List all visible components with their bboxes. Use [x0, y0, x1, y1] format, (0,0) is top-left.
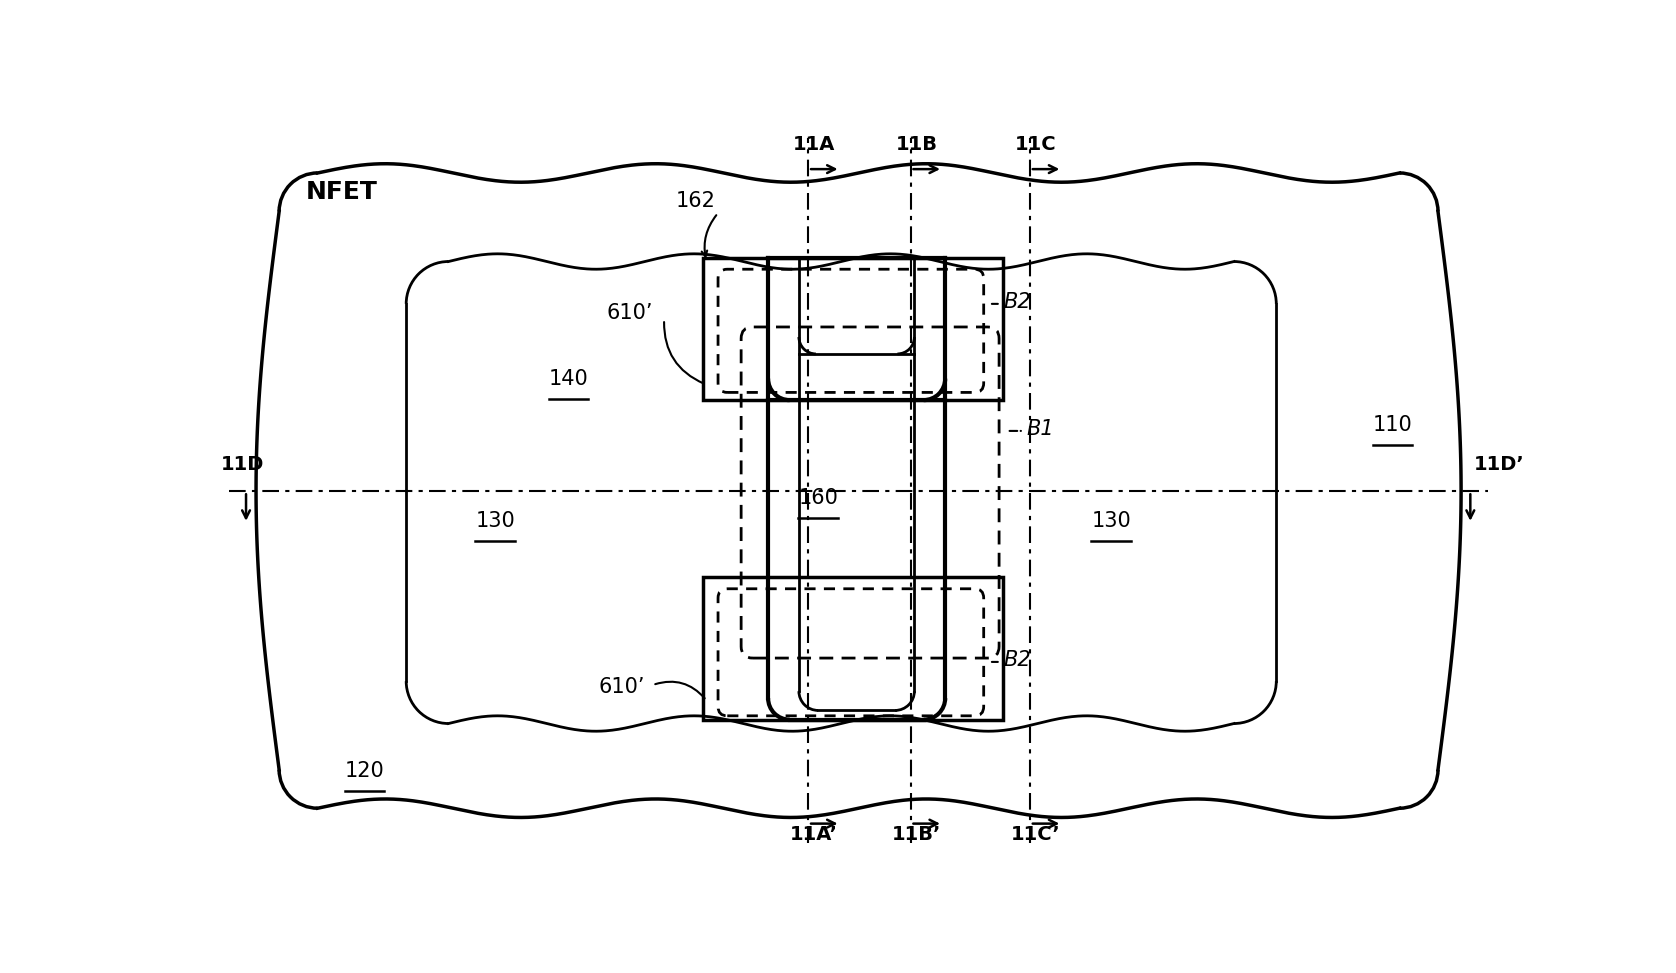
Text: 110: 110	[1373, 414, 1413, 435]
Text: B2: B2	[1002, 650, 1031, 669]
Text: 11C: 11C	[1016, 134, 1058, 154]
Text: 11D: 11D	[221, 455, 265, 475]
Text: 120: 120	[345, 761, 384, 781]
Bar	[702, 258, 1002, 400]
Text: 11B: 11B	[895, 134, 937, 154]
Text: 162: 162	[675, 192, 716, 211]
Text: 610’: 610’	[607, 304, 654, 323]
Text: 11A’: 11A’	[791, 825, 838, 845]
Text: NFET: NFET	[307, 180, 379, 203]
Bar	[702, 577, 1002, 720]
Text: 11B’: 11B’	[892, 825, 942, 845]
Text: 610’: 610’	[598, 676, 645, 697]
Text: 130: 130	[1091, 511, 1131, 531]
Text: B1: B1	[1026, 418, 1054, 439]
Text: 140: 140	[548, 369, 588, 388]
Text: 130: 130	[476, 511, 515, 531]
Text: B2: B2	[1002, 292, 1031, 311]
Text: 160: 160	[798, 487, 838, 508]
Text: 11D’: 11D’	[1473, 455, 1523, 475]
Text: 11C’: 11C’	[1011, 825, 1061, 845]
Text: 11A: 11A	[793, 134, 835, 154]
